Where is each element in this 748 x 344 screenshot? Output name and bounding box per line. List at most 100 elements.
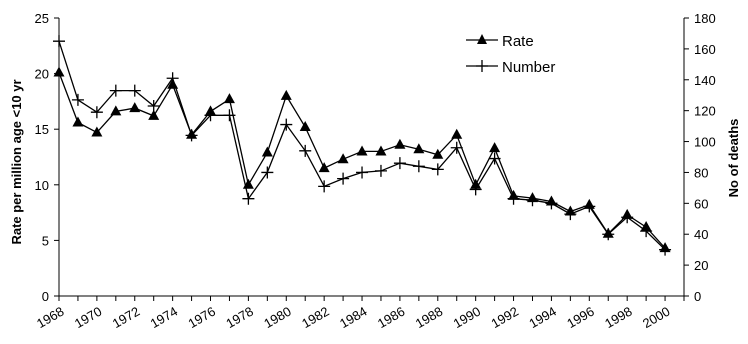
legend-rate-marker bbox=[477, 34, 487, 44]
number-point bbox=[621, 211, 634, 224]
left-tick-label: 20 bbox=[35, 67, 49, 82]
x-tick-label: 1974 bbox=[148, 304, 181, 331]
number-point bbox=[488, 152, 501, 165]
rate-point bbox=[53, 66, 65, 77]
number-point bbox=[640, 225, 653, 238]
number-point bbox=[545, 197, 558, 210]
number-point bbox=[166, 72, 179, 85]
rate-point bbox=[451, 128, 463, 139]
x-tick-label: 1978 bbox=[223, 304, 256, 331]
rate-point bbox=[394, 138, 406, 149]
rate-point bbox=[318, 162, 330, 173]
number-point bbox=[374, 164, 387, 177]
number-point bbox=[412, 160, 425, 173]
right-y-ticks: 0 20 40 60 80 100 120 140 160 180 bbox=[684, 11, 716, 304]
number-point bbox=[583, 200, 596, 213]
rate-point bbox=[110, 105, 122, 116]
right-tick-label: 60 bbox=[694, 196, 708, 211]
rate-point bbox=[129, 102, 141, 113]
x-tick-label: 1988 bbox=[413, 304, 446, 331]
right-tick-label: 20 bbox=[694, 258, 708, 273]
number-point bbox=[356, 166, 369, 179]
legend-number-marker bbox=[476, 60, 488, 72]
number-point bbox=[204, 109, 217, 122]
right-tick-label: 140 bbox=[694, 73, 716, 88]
number-point bbox=[299, 144, 312, 157]
right-tick-label: 0 bbox=[694, 289, 701, 304]
rate-point bbox=[356, 145, 368, 156]
right-tick-label: 120 bbox=[694, 104, 716, 119]
number-point bbox=[280, 118, 293, 131]
rate-point bbox=[280, 89, 292, 100]
right-tick-label: 40 bbox=[694, 227, 708, 242]
left-tick-label: 5 bbox=[42, 233, 49, 248]
rate-point bbox=[432, 148, 444, 159]
rate-point bbox=[148, 109, 160, 120]
number-point bbox=[431, 163, 444, 176]
number-point bbox=[602, 228, 615, 241]
left-axis-title: Rate per million age <10 yr bbox=[9, 79, 24, 244]
left-tick-label: 25 bbox=[35, 11, 49, 26]
number-point bbox=[450, 141, 463, 154]
right-tick-label: 180 bbox=[694, 11, 716, 26]
rate-point bbox=[413, 143, 425, 154]
x-tick-label: 1998 bbox=[602, 304, 635, 331]
number-point bbox=[223, 109, 236, 122]
x-tick-label: 1968 bbox=[34, 304, 67, 331]
right-tick-label: 100 bbox=[694, 135, 716, 150]
number-point bbox=[261, 166, 274, 179]
rate-point bbox=[299, 120, 311, 131]
number-point bbox=[469, 183, 482, 196]
rate-point bbox=[261, 146, 273, 157]
number-series-line bbox=[58, 41, 666, 251]
x-tick-label: 1994 bbox=[526, 304, 559, 331]
legend-rate-label: Rate bbox=[502, 33, 534, 50]
x-tick-label: 1984 bbox=[337, 304, 370, 331]
x-tick-label: 2000 bbox=[640, 304, 673, 331]
number-point bbox=[185, 129, 198, 142]
right-tick-label: 80 bbox=[694, 165, 708, 180]
x-tick-label: 1996 bbox=[564, 304, 597, 331]
legend: Rate Number bbox=[466, 33, 555, 76]
right-axis-title: No of deaths bbox=[726, 119, 741, 198]
x-tick-label: 1982 bbox=[299, 304, 332, 331]
number-point bbox=[90, 106, 103, 119]
rate-point bbox=[375, 145, 387, 156]
number-point bbox=[128, 84, 141, 97]
x-tick-label: 1986 bbox=[375, 304, 408, 331]
x-tick-label: 1980 bbox=[261, 304, 294, 331]
number-point bbox=[109, 84, 122, 97]
right-tick-label: 160 bbox=[694, 42, 716, 57]
rate-series-line bbox=[58, 72, 666, 249]
number-point bbox=[53, 35, 65, 48]
left-y-ticks: 0 5 10 15 20 25 bbox=[35, 11, 59, 304]
left-tick-label: 15 bbox=[35, 122, 49, 137]
rate-point bbox=[489, 142, 501, 153]
left-tick-label: 10 bbox=[35, 178, 49, 193]
number-point bbox=[526, 194, 539, 207]
rate-point bbox=[91, 126, 103, 137]
number-point bbox=[393, 157, 406, 170]
x-ticks: 1968 1970 1972 1974 1976 1978 1980 1982 1984 1986… bbox=[34, 296, 685, 331]
legend-number-label: Number bbox=[502, 59, 555, 76]
number-point bbox=[337, 172, 350, 185]
axes bbox=[58, 18, 685, 297]
rate-point bbox=[337, 153, 349, 164]
number-point bbox=[659, 243, 672, 256]
x-tick-label: 1970 bbox=[72, 304, 105, 331]
x-tick-label: 1976 bbox=[185, 304, 218, 331]
x-tick-label: 1972 bbox=[110, 304, 143, 331]
x-tick-label: 1992 bbox=[488, 304, 521, 331]
number-point bbox=[507, 192, 520, 205]
rate-point bbox=[72, 116, 84, 127]
number-point bbox=[318, 180, 331, 193]
left-tick-label: 0 bbox=[42, 289, 49, 304]
number-point bbox=[242, 192, 255, 205]
number-point bbox=[564, 208, 577, 221]
number-point bbox=[147, 100, 160, 113]
x-tick-label: 1990 bbox=[451, 304, 484, 331]
series-layer bbox=[53, 35, 672, 256]
number-point bbox=[71, 93, 84, 106]
rate-point bbox=[223, 93, 235, 104]
